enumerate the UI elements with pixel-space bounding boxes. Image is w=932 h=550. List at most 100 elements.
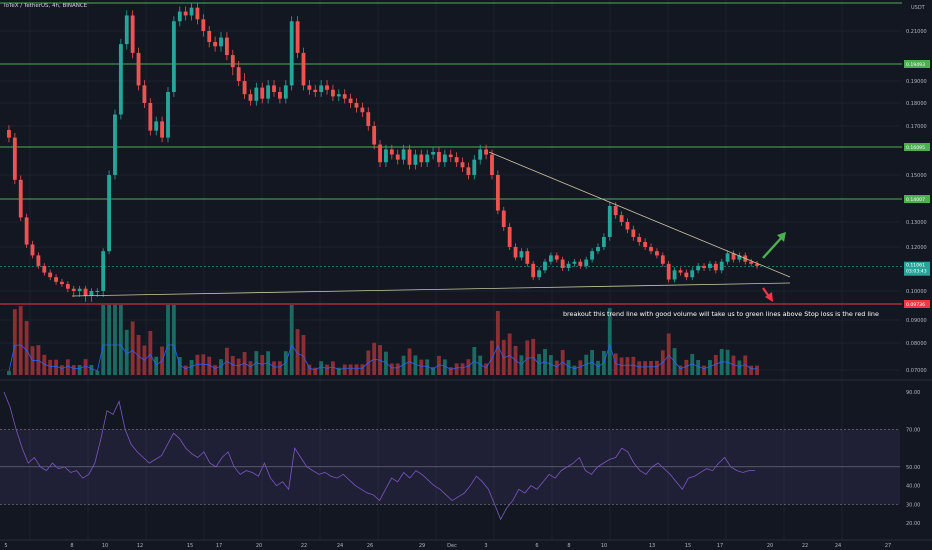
candle-body bbox=[654, 251, 659, 256]
volume-bar bbox=[95, 371, 100, 375]
trendlines[interactable] bbox=[71, 151, 791, 297]
time-tick-label: 20 bbox=[256, 543, 262, 549]
candle-body bbox=[431, 151, 435, 155]
volume-bar bbox=[166, 305, 170, 375]
candle-body bbox=[437, 151, 441, 163]
time-tick-label: 26 bbox=[367, 543, 373, 549]
candle-body bbox=[513, 247, 518, 258]
time-tick-label: 13 bbox=[649, 543, 655, 549]
volume-bar bbox=[389, 363, 394, 375]
horizontal-levels[interactable]: 0.19493 0.16095 0.14007 0.09736 0.1106103:03… bbox=[0, 2, 930, 308]
volume-bar bbox=[248, 361, 253, 375]
time-tick-label: 3 bbox=[484, 543, 487, 549]
candle-body bbox=[389, 149, 394, 155]
candle-body bbox=[401, 149, 406, 160]
time-tick-label: Dec bbox=[447, 543, 457, 549]
volume-bar bbox=[531, 338, 536, 375]
candle-body bbox=[30, 244, 35, 256]
candle-body bbox=[160, 121, 165, 138]
candle-body bbox=[101, 251, 106, 291]
candles bbox=[7, 3, 759, 302]
candle-body bbox=[501, 210, 506, 227]
volume-bar bbox=[442, 359, 447, 375]
volume-bar bbox=[731, 355, 736, 375]
volume-bar bbox=[737, 360, 742, 375]
level-tag bbox=[904, 143, 930, 151]
candle-body bbox=[413, 154, 418, 165]
time-tick-label: 22 bbox=[301, 543, 307, 549]
candle-body bbox=[18, 179, 23, 218]
candle-body bbox=[737, 255, 742, 260]
candle-body bbox=[7, 129, 11, 138]
volume-bar bbox=[101, 305, 106, 375]
volume-bar bbox=[348, 364, 353, 375]
candle-body bbox=[613, 206, 618, 216]
candle-body bbox=[230, 55, 235, 68]
volume-bar bbox=[425, 359, 430, 375]
volume-bar bbox=[24, 321, 29, 375]
volume-bar bbox=[54, 359, 58, 375]
price-tick-label: 0.13000 bbox=[906, 220, 927, 226]
volume-bar bbox=[230, 355, 235, 375]
chart-title: IoTeX / TetherUS, 4h, BINANCE bbox=[4, 3, 88, 9]
time-tick-label: 5 bbox=[4, 543, 7, 549]
time-tick-label: 6 bbox=[535, 543, 538, 549]
candle-body bbox=[342, 94, 347, 99]
volume-bar bbox=[295, 329, 300, 375]
volume-bar bbox=[83, 359, 88, 375]
candle-body bbox=[348, 98, 353, 103]
rsi-tick-label: 90.00 bbox=[906, 390, 920, 396]
candle-body bbox=[749, 261, 754, 264]
candle-body bbox=[95, 291, 100, 292]
volume-bar bbox=[419, 359, 424, 375]
volume-bar bbox=[136, 335, 141, 375]
candle-body bbox=[60, 281, 64, 285]
candle-body bbox=[219, 37, 223, 47]
rsi-panel: 90.00 70.00 50.00 40.00 30.00 20.00 bbox=[0, 390, 920, 527]
candle-body bbox=[154, 121, 159, 131]
candle-body bbox=[360, 107, 365, 113]
level-tag-label: 0.09736 bbox=[906, 302, 925, 308]
candle-body bbox=[12, 137, 17, 180]
volume-bar bbox=[219, 359, 223, 375]
volume-bar bbox=[48, 359, 53, 375]
candle-body bbox=[254, 87, 259, 101]
rsi-tick-label: 50.00 bbox=[906, 465, 920, 471]
volume-bar bbox=[649, 361, 653, 375]
candle-body bbox=[77, 288, 82, 291]
time-tick-label: 15 bbox=[187, 543, 193, 549]
current-price-tag bbox=[904, 261, 930, 276]
price-tick-label: 0.10000 bbox=[906, 289, 927, 295]
candle-body bbox=[89, 291, 94, 296]
volume-bar bbox=[454, 363, 459, 375]
candle-body bbox=[378, 144, 382, 163]
candle-body bbox=[460, 162, 465, 168]
time-axis[interactable]: 5 8 10 12 15 17 20 22 24 26 29 Dec 3 6 8 10 13 15 17 20 22 24… bbox=[4, 543, 891, 549]
volume-bar bbox=[183, 365, 188, 375]
price-tick-label: 0.15000 bbox=[906, 173, 927, 179]
candle-body bbox=[148, 103, 153, 131]
candle-body bbox=[684, 272, 689, 278]
candle-body bbox=[201, 19, 206, 31]
volume-bar bbox=[431, 367, 435, 375]
candle-body bbox=[224, 37, 229, 56]
candle-body bbox=[331, 89, 335, 97]
candle-body bbox=[54, 277, 58, 282]
volume-bar bbox=[272, 361, 276, 375]
price-axis[interactable]: 0.21000 0.19000 0.18000 0.17000 0.15000 0.130… bbox=[906, 29, 927, 374]
volume-bar bbox=[631, 356, 636, 375]
candle-body bbox=[195, 7, 200, 20]
volume-bar bbox=[201, 354, 206, 375]
volume-bar bbox=[554, 360, 559, 375]
candle-body bbox=[672, 270, 677, 280]
volume-bar bbox=[684, 359, 689, 375]
candle-body bbox=[177, 11, 182, 22]
volume-bar bbox=[7, 371, 11, 375]
price-tick-label: 0.17000 bbox=[906, 124, 927, 130]
rsi-tick-label: 30.00 bbox=[906, 502, 920, 508]
candle-body bbox=[490, 154, 494, 175]
time-tick-label: 10 bbox=[601, 543, 607, 549]
price-tick-label: 0.21000 bbox=[906, 29, 927, 35]
